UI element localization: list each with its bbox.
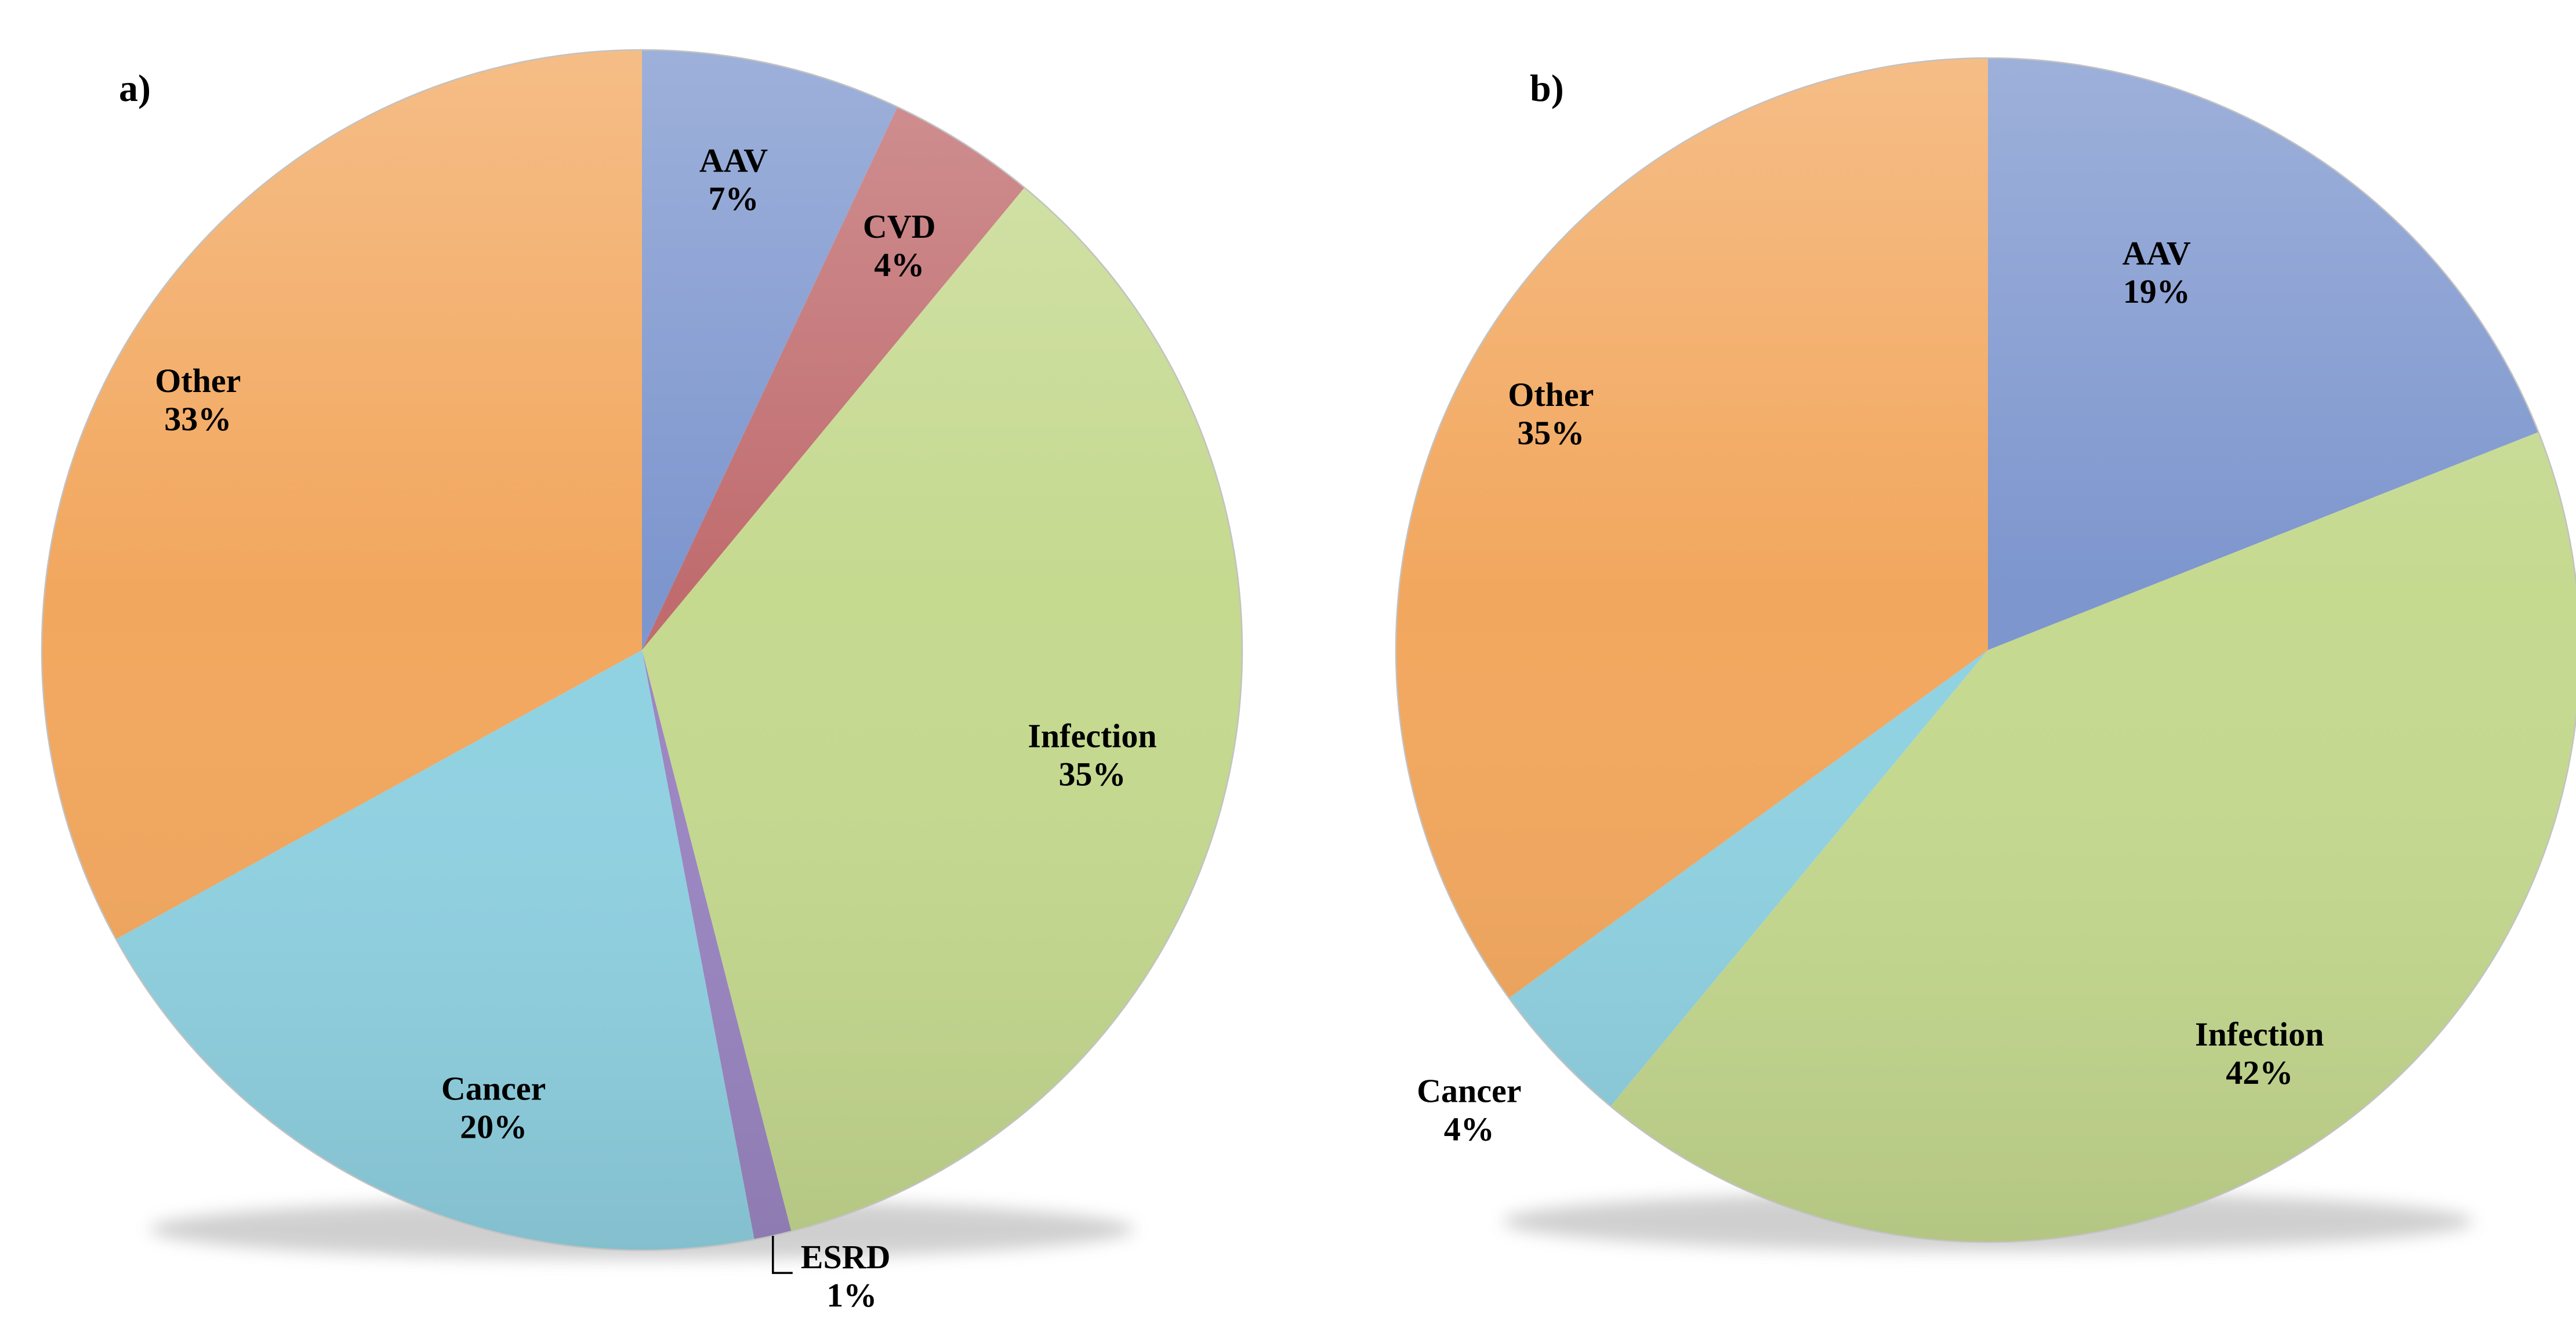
pie-b-label-cancer: Cancer 4% [1417,1072,1521,1148]
pie-b-label-other: Other 35% [1508,376,1594,452]
pie-a-label-cvd: CVD 4% [863,208,936,284]
pie-a-label-esrd-pct: 1% [826,1276,877,1314]
pie-a-callout-line-esrd [772,1236,793,1274]
pie-a-label-aav: AAV 7% [699,141,768,217]
pie-a-rim [41,49,1243,1251]
pie-a-label-cancer: Cancer 20% [441,1070,546,1146]
pie-a-label-other: Other 33% [155,362,241,438]
pie-b-label-aav: AAV 19% [2123,234,2191,310]
pie-a-label-esrd: ESRD [801,1238,891,1276]
pie-b-rim [1395,57,2576,1243]
pie-a-label-infection: Infection 35% [1028,717,1156,793]
pie-b-label-infection: Infection 42% [2195,1015,2324,1091]
